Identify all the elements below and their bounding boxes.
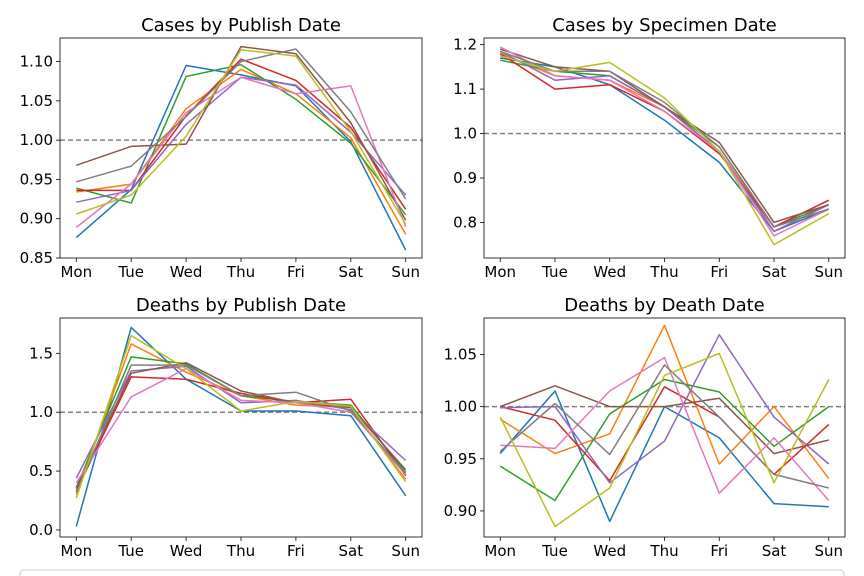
series-line-7 xyxy=(499,364,829,489)
x-tick-label: Thu xyxy=(226,263,255,281)
x-tick-label: Sat xyxy=(762,263,787,281)
series-line-8 xyxy=(75,334,407,499)
series-line-8 xyxy=(499,55,830,246)
panel-1: Cases by Specimen Date Mon Tue Wed Thu Fri Sat… xyxy=(453,15,846,281)
series-line-3 xyxy=(500,386,830,482)
x-tick-label: Thu xyxy=(226,542,255,560)
x-tick-label: Mon xyxy=(60,263,92,281)
y-tick-label: 0.0 xyxy=(29,521,53,539)
series-line-8 xyxy=(76,49,407,225)
series-line-7 xyxy=(75,364,407,493)
x-tick-label: Sun xyxy=(814,263,843,281)
series-line-0 xyxy=(75,64,407,251)
x-tick-label: Mon xyxy=(484,263,516,281)
y-tick-label: 0.85 xyxy=(20,249,53,267)
y-tick-label: 0.95 xyxy=(20,170,53,188)
y-tick-label: 0.8 xyxy=(453,213,477,231)
chart-title: Deaths by Death Date xyxy=(564,295,765,316)
x-tick-label: Sun xyxy=(391,542,420,560)
series-line-3 xyxy=(499,52,830,228)
y-tick-label: 1.0 xyxy=(453,125,477,143)
series-line-8 xyxy=(499,352,830,528)
x-tick-label: Fri xyxy=(710,542,728,560)
series-line-6 xyxy=(75,367,407,484)
y-tick-label: 0.5 xyxy=(29,462,53,480)
y-tick-label: 0.95 xyxy=(444,450,477,468)
series-line-3 xyxy=(75,376,407,492)
x-tick-label: Fri xyxy=(710,263,728,281)
panel-0: Cases by Publish Date Mon Tue Wed Thu Fri Sat S… xyxy=(20,15,423,281)
series-line-5 xyxy=(499,48,830,224)
series-line-0 xyxy=(500,57,830,233)
y-tick-label: 1.1 xyxy=(453,80,477,98)
x-tick-label: Thu xyxy=(649,542,678,560)
series-line-1 xyxy=(499,52,830,228)
y-tick-label: 1.00 xyxy=(20,131,53,149)
series-line-6 xyxy=(75,76,407,228)
series-line-4 xyxy=(75,365,407,479)
x-tick-label: Tue xyxy=(117,542,144,560)
series-line-6 xyxy=(500,356,830,501)
y-tick-label: 1.10 xyxy=(20,53,53,71)
series-line-4 xyxy=(499,50,830,233)
panel-2: Deaths by Publish Date Mon Tue Wed Thu Fri Sat… xyxy=(29,295,423,560)
x-tick-label: Wed xyxy=(170,542,203,560)
y-tick-label: 1.05 xyxy=(444,346,477,364)
x-tick-label: Tue xyxy=(541,263,568,281)
x-tick-label: Sun xyxy=(814,542,843,560)
x-tick-label: Sat xyxy=(339,263,364,281)
series-line-2 xyxy=(499,378,830,502)
y-tick-label: 0.90 xyxy=(444,502,477,520)
series-line-5 xyxy=(76,45,407,221)
chart-title: Cases by Publish Date xyxy=(141,15,341,36)
y-tick-label: 1.05 xyxy=(20,92,53,110)
y-tick-label: 1.2 xyxy=(453,36,477,54)
x-tick-label: Wed xyxy=(593,263,626,281)
series-line-5 xyxy=(499,385,829,455)
y-tick-label: 1.0 xyxy=(29,403,53,421)
series-line-3 xyxy=(76,58,407,210)
x-tick-label: Mon xyxy=(484,542,516,560)
x-tick-label: Thu xyxy=(649,263,678,281)
plot-frame xyxy=(59,37,423,259)
series-line-7 xyxy=(76,48,407,200)
x-tick-label: Wed xyxy=(593,542,626,560)
chart-title: Deaths by Publish Date xyxy=(136,295,346,316)
y-tick-label: 0.9 xyxy=(453,169,477,187)
x-tick-label: Sat xyxy=(762,542,787,560)
y-tick-label: 1.00 xyxy=(444,398,477,416)
x-tick-label: Sun xyxy=(391,263,420,281)
series-line-0 xyxy=(499,390,829,523)
x-tick-label: Mon xyxy=(60,542,92,560)
chart-title: Cases by Specimen Date xyxy=(552,15,777,36)
series-line-1 xyxy=(499,324,830,480)
x-tick-label: Tue xyxy=(117,263,144,281)
y-tick-label: 1.5 xyxy=(29,344,53,362)
legend-box xyxy=(19,569,845,576)
series-line-6 xyxy=(499,46,830,237)
x-tick-label: Wed xyxy=(170,263,203,281)
x-tick-label: Fri xyxy=(287,263,305,281)
x-tick-label: Fri xyxy=(287,542,305,560)
series-line-2 xyxy=(76,63,407,216)
x-tick-label: Sat xyxy=(339,542,364,560)
y-tick-label: 0.90 xyxy=(20,210,53,228)
x-tick-label: Tue xyxy=(541,542,568,560)
series-line-4 xyxy=(500,333,830,484)
panel-3: Deaths by Death Date Mon Tue Wed Thu Fri Sat Su… xyxy=(444,295,846,560)
